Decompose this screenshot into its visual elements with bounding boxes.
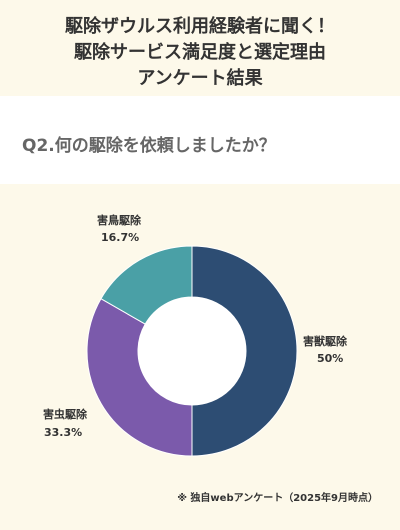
header: 駆除ザウルス利用経験者に聞く！ 駆除サービス満足度と選定理由 アンケート結果 xyxy=(0,0,400,96)
donut-slices xyxy=(86,245,298,457)
slice-value-gaicho: 16.7% xyxy=(101,231,139,244)
slice-label-gaichu: 害虫駆除 xyxy=(43,407,88,421)
title-line-2: 駆除サービス満足度と選定理由 xyxy=(74,42,326,63)
slice-label-gaicho: 害鳥駆除 xyxy=(97,213,142,227)
question-band xyxy=(0,96,400,184)
slice-value-gaiju: 50% xyxy=(317,352,343,365)
donut-chart: 害獣駆除 50% 害虫駆除 33.3% 害鳥駆除 16.7% xyxy=(43,213,348,457)
footnote: ※ 独自webアンケート（2025年9月時点） xyxy=(177,493,378,504)
title-line-3: アンケート結果 xyxy=(137,68,263,89)
question-text: Q2.何の駆除を依頼しましたか？ xyxy=(22,136,276,156)
donut-hole xyxy=(138,297,246,405)
title-line-1: 駆除ザウルス利用経験者に聞く！ xyxy=(65,16,335,37)
slice-label-gaiju: 害獣駆除 xyxy=(303,334,348,348)
slice-value-gaichu: 33.3% xyxy=(44,426,82,439)
